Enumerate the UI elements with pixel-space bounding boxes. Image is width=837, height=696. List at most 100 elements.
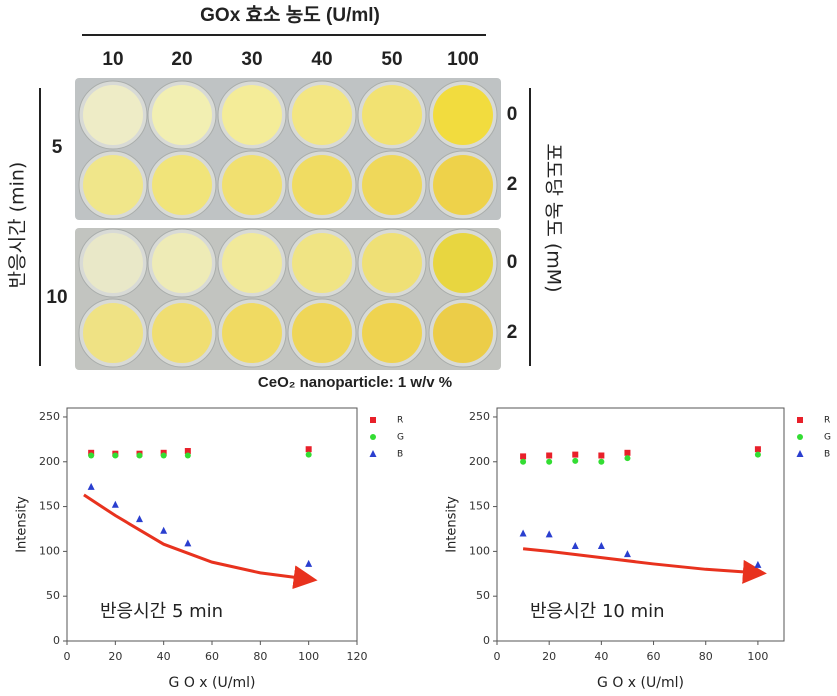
x-tick-label: 20 xyxy=(542,650,556,663)
y-tick-label: 100 xyxy=(39,544,60,557)
time-label: 10 xyxy=(46,287,67,308)
glucose-label: 2 xyxy=(507,322,518,343)
point xyxy=(136,452,143,459)
well xyxy=(433,85,493,145)
well xyxy=(362,233,422,293)
well xyxy=(362,85,422,145)
legend-marker xyxy=(369,450,377,457)
legend-label: G xyxy=(397,433,404,443)
glucose-label: 0 xyxy=(507,252,518,273)
legend-marker xyxy=(370,417,376,423)
well xyxy=(222,155,282,215)
y-tick-label: 200 xyxy=(469,455,490,468)
y-tick-label: 50 xyxy=(476,589,490,602)
legend-label: B xyxy=(824,450,830,460)
column-label: 30 xyxy=(241,49,262,70)
point xyxy=(598,452,605,459)
plate-caption: CeO₂ nanoparticle: 1 w/v % xyxy=(258,374,452,391)
legend-marker xyxy=(370,434,376,440)
well xyxy=(292,155,352,215)
point xyxy=(597,542,605,550)
point xyxy=(305,451,312,458)
plot-frame xyxy=(496,407,785,642)
y-axis-label: Intensity xyxy=(445,496,460,553)
point xyxy=(624,449,631,456)
well xyxy=(292,303,352,363)
point xyxy=(160,452,167,459)
point xyxy=(545,530,553,538)
legend-label: B xyxy=(397,450,403,460)
y-tick-label: 50 xyxy=(46,589,60,602)
column-label: 10 xyxy=(102,49,123,70)
point xyxy=(754,446,761,453)
x-axis-label: G O x (U/ml) xyxy=(597,675,684,691)
legend-label: R xyxy=(397,416,403,426)
column-label: 50 xyxy=(381,49,402,70)
point xyxy=(546,458,553,465)
trend-arrow xyxy=(522,547,767,584)
point xyxy=(624,455,631,462)
x-tick-label: 80 xyxy=(253,650,267,663)
glucose-axis-label: 포도당 농도 (mM) xyxy=(543,143,565,292)
well xyxy=(83,233,143,293)
point xyxy=(598,458,605,465)
x-tick-label: 0 xyxy=(494,650,501,663)
point xyxy=(623,550,631,558)
legend-label: R xyxy=(824,416,830,426)
column-label: 20 xyxy=(171,49,192,70)
annotation: 반응시간 10 min xyxy=(530,601,665,622)
point xyxy=(111,500,119,508)
point xyxy=(160,526,168,534)
x-tick-label: 60 xyxy=(205,650,219,663)
well xyxy=(152,85,212,145)
well xyxy=(83,85,143,145)
annotation: 반응시간 5 min xyxy=(100,601,223,622)
x-axis-label: G O x (U/ml) xyxy=(169,675,256,691)
well xyxy=(292,233,352,293)
point xyxy=(184,452,191,459)
x-tick-label: 20 xyxy=(108,650,122,663)
point xyxy=(112,452,119,459)
point xyxy=(88,452,95,459)
point xyxy=(572,451,579,458)
column-label: 100 xyxy=(447,49,479,70)
well xyxy=(222,85,282,145)
point xyxy=(571,542,579,550)
well xyxy=(292,85,352,145)
legend-marker xyxy=(796,450,804,457)
point xyxy=(754,560,762,568)
point xyxy=(546,452,553,459)
x-tick-label: 0 xyxy=(64,650,71,663)
well xyxy=(362,303,422,363)
column-label: 40 xyxy=(311,49,332,70)
point xyxy=(519,529,527,537)
glucose-label: 2 xyxy=(507,174,518,195)
point xyxy=(520,453,527,460)
x-tick-label: 100 xyxy=(747,650,768,663)
legend-marker xyxy=(797,417,803,423)
point xyxy=(87,482,95,490)
glucose-label: 0 xyxy=(507,104,518,125)
time-label: 5 xyxy=(52,137,63,158)
y-tick-label: 100 xyxy=(469,544,490,557)
well xyxy=(152,303,212,363)
well xyxy=(222,233,282,293)
point xyxy=(572,457,579,464)
well xyxy=(362,155,422,215)
well xyxy=(83,155,143,215)
point xyxy=(520,458,527,465)
y-tick-label: 250 xyxy=(39,410,60,423)
well xyxy=(83,303,143,363)
well xyxy=(433,155,493,215)
well xyxy=(222,303,282,363)
well xyxy=(152,155,212,215)
x-tick-label: 60 xyxy=(647,650,661,663)
well xyxy=(152,233,212,293)
x-tick-label: 100 xyxy=(298,650,319,663)
y-tick-label: 0 xyxy=(53,634,60,647)
time-axis-label: 반응시간 (min) xyxy=(7,162,29,289)
point xyxy=(754,451,761,458)
x-tick-label: 40 xyxy=(157,650,171,663)
x-tick-label: 80 xyxy=(699,650,713,663)
